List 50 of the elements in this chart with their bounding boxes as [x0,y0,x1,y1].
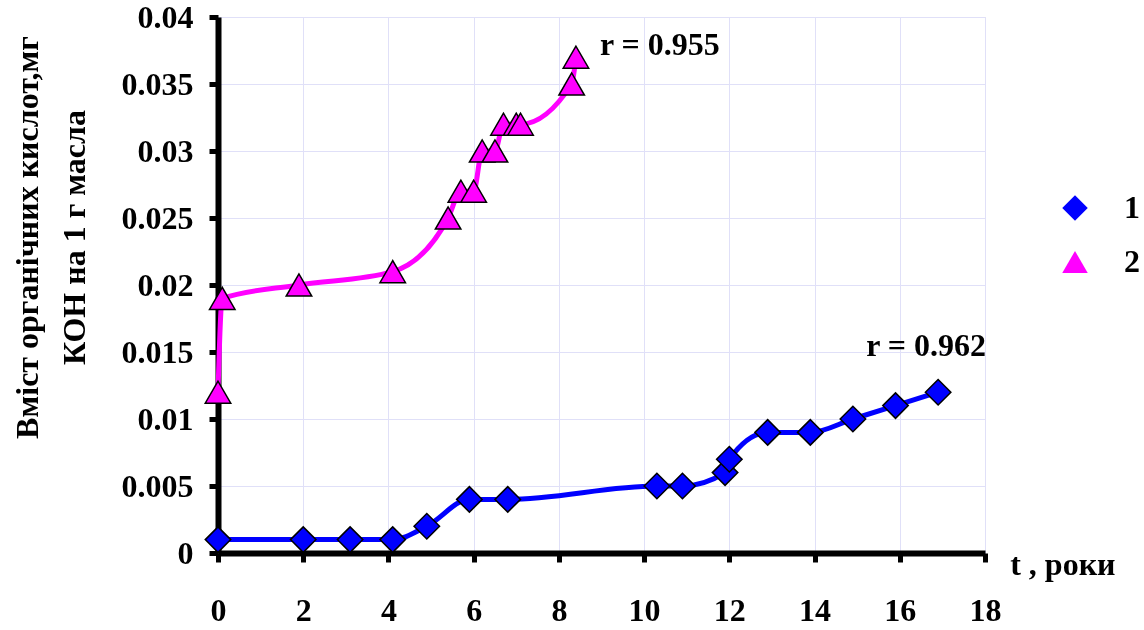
point [413,512,441,540]
x-tick-label: 18 [969,591,1002,628]
point [715,445,743,473]
x-axis-title: t , роки [1010,545,1116,582]
point [204,380,232,404]
x-tick-label: 10 [628,591,661,628]
point [643,472,671,500]
point [494,485,522,513]
point [924,378,952,406]
annotation: r = 0.962 [866,327,987,364]
y-tick-label: 0.015 [121,333,194,370]
x-tick-label: 6 [466,591,483,628]
point [460,179,488,203]
point [285,273,313,297]
point [562,45,590,69]
x-tick-label: 8 [551,591,568,628]
point [668,472,696,500]
annotation: r = 0.955 [599,26,720,63]
y-tick-label: 0.03 [137,132,194,169]
y-tick-label: 0.005 [121,467,194,504]
y-axis-title: Вміст органічних кислот,мг КОН на 1 г масла [8,36,92,439]
point [336,526,364,554]
point [455,485,483,513]
point [882,392,910,420]
legend-label: 1 [1124,189,1140,225]
point [796,418,824,446]
y-tick-label: 0.02 [137,266,194,303]
point [379,526,407,554]
x-tick-label: 16 [884,591,917,628]
point [379,259,407,284]
x-tick-label: 0 [210,591,227,628]
y-tick-label: 0.04 [137,0,194,35]
point [754,418,782,446]
point [481,139,509,163]
y-tick-label: 0 [177,534,194,571]
point [434,206,462,230]
y-tick-label: 0.025 [121,199,194,236]
legend-label: 2 [1124,243,1140,279]
y-tick-label: 0.035 [121,65,194,102]
point [208,286,236,311]
point [507,112,535,136]
x-tick-label: 2 [295,591,312,628]
point [289,526,317,554]
point [204,526,232,554]
x-tick-label: 4 [380,591,397,628]
point [558,72,586,96]
x-tick-label: 14 [799,591,832,628]
y-tick-label: 0.01 [137,400,194,437]
x-tick-label: 12 [713,591,746,628]
point [839,405,867,433]
